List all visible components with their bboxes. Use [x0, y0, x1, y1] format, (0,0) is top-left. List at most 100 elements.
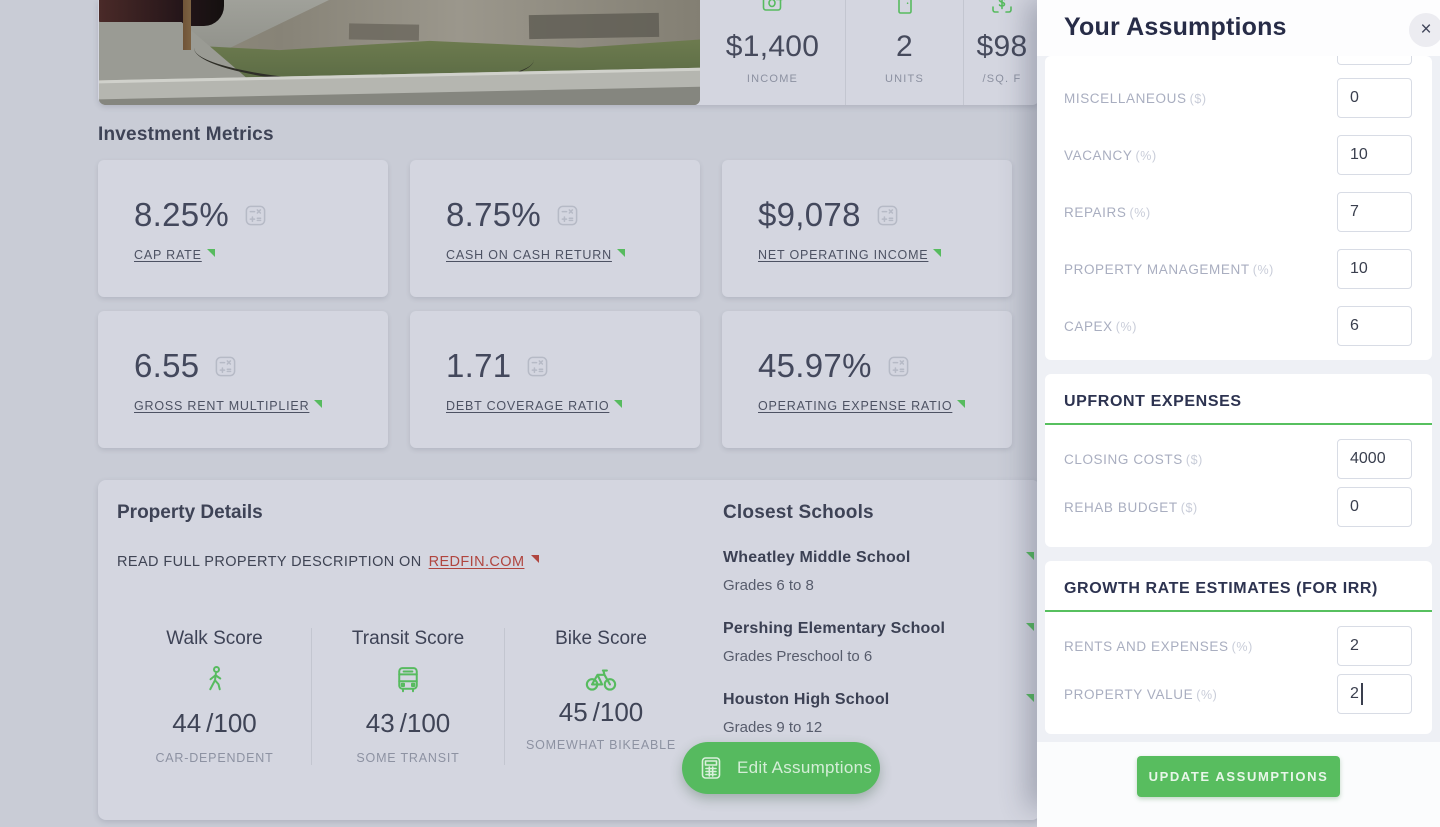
rehab-budget-input[interactable] [1337, 487, 1412, 527]
description-prefix: READ FULL PROPERTY DESCRIPTION ON [117, 554, 422, 570]
school-name: Pershing Elementary School [723, 620, 946, 637]
vacancy-input[interactable] [1337, 135, 1412, 175]
rents-expenses-input[interactable] [1337, 626, 1412, 666]
metric-label-link[interactable]: CAP RATE [134, 248, 202, 262]
metric-label-link[interactable]: GROSS RENT MULTIPLIER [134, 399, 310, 413]
scrolled-field-row [1064, 56, 1412, 65]
bus-icon [393, 664, 423, 696]
calculator-icon[interactable] [876, 204, 899, 227]
edit-assumptions-label: Edit Assumptions [737, 758, 873, 777]
label-unit: (%) [1196, 687, 1218, 702]
field-label: RENTS AND EXPENSES (%) [1064, 639, 1253, 654]
units-icon [893, 0, 917, 15]
label-text: CLOSING COSTS [1064, 451, 1183, 467]
metric-label-link[interactable]: OPERATING EXPENSE RATIO [758, 399, 953, 413]
metric-card-cash-on-cash: 8.75% CASH ON CASH RETURN [410, 160, 700, 297]
label-text: REPAIRS [1064, 204, 1127, 220]
calculator-icon[interactable] [526, 355, 549, 378]
photo-wall-shadow [528, 12, 660, 40]
panel-title: Your Assumptions [1064, 13, 1287, 41]
property-stats: $1,400 INCOME 2 UNITS $98 /SQ. F [700, 0, 1040, 105]
close-icon[interactable]: × [1409, 13, 1440, 47]
tooltip-flag-icon [1026, 694, 1034, 702]
field-label: VACANCY (%) [1064, 148, 1157, 163]
field-property-management: PROPERTY MANAGEMENT (%) [1064, 249, 1412, 289]
update-assumptions-button[interactable]: UPDATE ASSUMPTIONS [1137, 756, 1340, 797]
score-denominator: /100 [206, 708, 257, 738]
bike-score-value: 45/100 [505, 697, 697, 728]
metric-label-link[interactable]: NET OPERATING INCOME [758, 248, 929, 262]
label-text: RENTS AND EXPENSES [1064, 638, 1229, 654]
tooltip-flag-icon [531, 555, 540, 563]
panel-footer: UPDATE ASSUMPTIONS [1037, 742, 1440, 827]
operating-expenses-card: MISCELLANEOUS($) VACANCY(%) REPAIRS(%) [1045, 56, 1432, 360]
metric-label-link[interactable]: DEBT COVERAGE RATIO [446, 399, 610, 413]
stat-income: $1,400 INCOME [700, 0, 846, 105]
bike-score-title: Bike Score [555, 628, 647, 649]
property-details-title: Property Details [117, 502, 263, 523]
tooltip-flag-icon [957, 400, 966, 408]
transit-score-label: SOME TRANSIT [356, 751, 460, 765]
metric-value: 6.55 [134, 347, 200, 384]
calculator-icon [699, 756, 723, 780]
tooltip-flag-icon [616, 249, 625, 257]
property-value-input[interactable] [1337, 674, 1412, 714]
label-text: CAPEX [1064, 318, 1113, 334]
label-unit: (%) [1252, 262, 1274, 277]
label-unit: ($) [1185, 452, 1203, 467]
partial-input[interactable] [1337, 56, 1412, 65]
green-divider [1045, 610, 1432, 612]
field-label: CLOSING COSTS ($) [1064, 452, 1203, 467]
capex-input[interactable] [1337, 306, 1412, 346]
stat-income-value: $1,400 [725, 30, 820, 63]
metric-card-cap-rate: 8.25% CAP RATE [98, 160, 388, 297]
growth-rate-card: GROWTH RATE ESTIMATES (FOR IRR) RENTS AN… [1045, 561, 1432, 734]
field-repairs: REPAIRS (%) [1064, 192, 1412, 232]
score-denominator: /100 [399, 708, 451, 738]
school-item: Pershing Elementary School Grades Presch… [723, 619, 1034, 666]
walk-icon [200, 664, 230, 696]
field-miscellaneous: MISCELLANEOUS ($) [1064, 78, 1412, 118]
property-photo[interactable] [99, 0, 700, 105]
tooltip-flag-icon [933, 249, 942, 257]
calculator-icon[interactable] [244, 204, 267, 227]
transit-score: Transit Score 43/100 SOME TRANSIT [311, 628, 504, 765]
panel-body[interactable]: MISCELLANEOUS($) VACANCY(%) REPAIRS(%) [1037, 56, 1440, 827]
metric-value: 45.97% [758, 347, 872, 384]
closing-costs-input[interactable] [1337, 439, 1412, 479]
calculator-icon[interactable] [887, 355, 910, 378]
calculator-icon[interactable] [556, 204, 579, 227]
assumptions-panel: Your Assumptions × MISCELLANEOUS($) VACA… [1037, 0, 1440, 827]
walkability-scores: Walk Score 44/100 CAR-DEPENDENT Transit … [118, 628, 697, 765]
upfront-expenses-heading: UPFRONT EXPENSES [1064, 393, 1242, 410]
property-management-input[interactable] [1337, 249, 1412, 289]
metric-label-link[interactable]: CASH ON CASH RETURN [446, 248, 612, 262]
field-property-value: PROPERTY VALUE (%) [1064, 674, 1412, 714]
label-text: PROPERTY VALUE [1064, 686, 1194, 702]
stat-units: 2 UNITS [846, 0, 964, 105]
label-unit: ($) [1180, 500, 1198, 515]
walk-score-value: 44/100 [118, 708, 311, 739]
closest-schools: Closest Schools Wheatley Middle School G… [723, 502, 1034, 737]
label-unit: (%) [1231, 639, 1253, 654]
stat-income-label: INCOME [746, 73, 799, 85]
tooltip-flag-icon [1026, 552, 1034, 560]
metric-card-debt-coverage-ratio: 1.71 DEBT COVERAGE RATIO [410, 311, 700, 448]
field-label: PROPERTY VALUE (%) [1064, 687, 1217, 702]
repairs-input[interactable] [1337, 192, 1412, 232]
property-details-card: Property Details READ FULL PROPERTY DESC… [98, 480, 1040, 820]
miscellaneous-input[interactable] [1337, 78, 1412, 118]
tooltip-flag-icon [206, 249, 215, 257]
green-divider [1045, 423, 1432, 425]
redfin-link[interactable]: REDFIN.COM [428, 554, 525, 570]
field-label: PROPERTY MANAGEMENT (%) [1064, 262, 1274, 277]
school-grades: Grades Preschool to 6 [723, 648, 873, 665]
photo-utility-pole [183, 0, 191, 50]
metric-value: $9,078 [758, 196, 861, 233]
metric-value: 8.25% [134, 196, 230, 233]
calculator-icon[interactable] [214, 355, 237, 378]
field-rents-and-expenses: RENTS AND EXPENSES (%) [1064, 626, 1412, 666]
edit-assumptions-button[interactable]: Edit Assumptions [682, 742, 880, 794]
metric-value: 1.71 [446, 347, 512, 384]
transit-score-value: 43/100 [312, 708, 504, 739]
